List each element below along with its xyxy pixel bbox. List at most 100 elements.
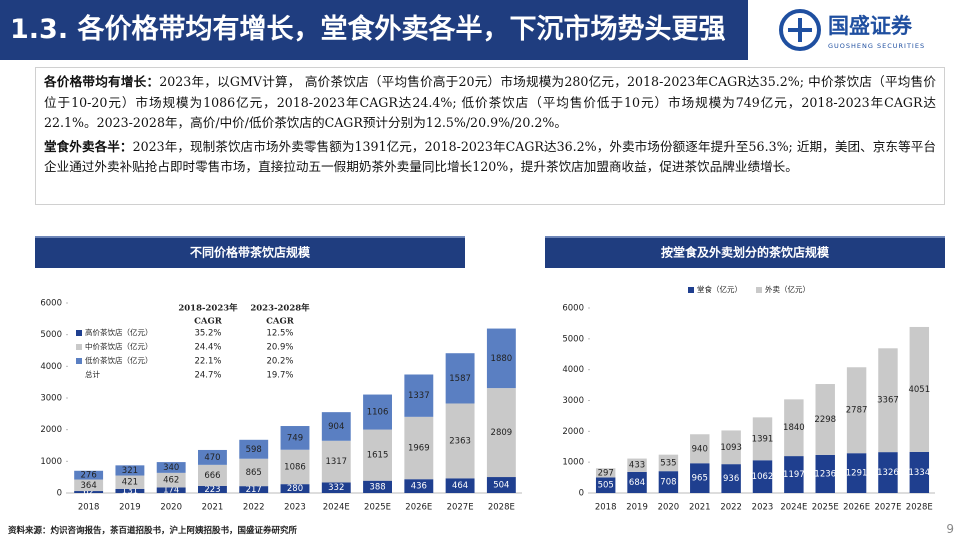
y-tick-label: 4000 [40, 362, 62, 372]
data-label: 1086 [284, 462, 306, 472]
data-label: 217 [246, 485, 262, 495]
y-tick-label: 3000 [40, 394, 62, 404]
x-tick-label: 2023 [752, 503, 774, 513]
bar-segment [690, 434, 710, 464]
bar-segment [815, 454, 835, 493]
y-tick-label: 1000 [40, 457, 62, 467]
data-label: 1197 [783, 470, 805, 480]
data-label: 749 [287, 433, 303, 443]
data-label: 297 [598, 468, 614, 478]
data-label: 433 [629, 461, 645, 471]
bar-segment [404, 416, 434, 480]
header-title: 1.3. 各价格带均有增长，堂食外卖各半，下沉市场势头更强 [0, 0, 748, 60]
data-label: 223 [204, 485, 220, 495]
bar-segment [846, 367, 867, 454]
bar-segment [280, 484, 310, 493]
data-label: 535 [660, 458, 676, 468]
table-row-label: 总计 [85, 369, 100, 379]
paragraph-text: 2023年，现制茶饮店市场外卖零售额为1391亿元，2018-2023年CAGR… [44, 138, 936, 175]
table-header: 2023-2028年 [250, 303, 310, 314]
x-tick-label: 2026E [405, 503, 432, 513]
legend-label: 低价茶饮店（亿元） [85, 355, 153, 365]
bar-segment [878, 348, 898, 453]
data-label: 131 [122, 486, 138, 496]
x-tick-label: 2023 [284, 503, 306, 513]
page-number: 9 [946, 522, 954, 536]
y-tick-label: 3000 [562, 396, 584, 406]
table-header: CAGR [194, 317, 223, 327]
bar-segment [878, 452, 898, 493]
table-header: CAGR [266, 317, 295, 327]
bar-segment [752, 460, 773, 493]
data-label: 4051 [908, 385, 930, 395]
x-tick-label: 2019 [119, 503, 141, 513]
data-label: 1880 [491, 354, 513, 364]
paragraph-lead: 堂食外卖各半： [44, 138, 133, 154]
data-label: 1391 [752, 434, 774, 444]
bar-segment [239, 439, 269, 459]
bar-segment [198, 464, 227, 486]
chart-title-bar [35, 238, 465, 268]
logo-icon [788, 18, 812, 42]
data-label: 1317 [325, 457, 347, 467]
y-tick-label: 6000 [40, 299, 62, 309]
data-label: 421 [122, 478, 138, 488]
bar-segment [784, 456, 804, 493]
bar-segment [156, 487, 186, 493]
y-tick-label: 4000 [562, 365, 584, 375]
bar-segment [280, 449, 310, 485]
data-label: 2363 [449, 436, 471, 446]
data-label: 462 [163, 476, 179, 486]
x-tick-label: 2019 [626, 503, 648, 513]
bar-segment [445, 353, 475, 404]
data-label: 388 [369, 482, 385, 492]
bar-segment [363, 429, 392, 481]
y-tick-label: 0 [579, 489, 584, 499]
bar-segment [658, 471, 679, 493]
data-label: 364 [81, 481, 97, 491]
data-label: 1337 [408, 391, 430, 401]
logo-subtext: GUOSHENG SECURITIES [828, 42, 925, 50]
bar-segment [156, 472, 186, 488]
bar-segment [690, 463, 710, 493]
legend-swatch [76, 358, 82, 364]
data-label: 464 [452, 481, 468, 491]
source: 资料来源：灼识咨询报告，茶百道招股书，沪上阿姨招股书，国盛证券研究所 [8, 526, 298, 536]
bar-segment [846, 453, 867, 493]
bar-segment [445, 478, 475, 493]
bar-segment [363, 394, 392, 430]
data-label: 936 [723, 474, 739, 484]
table-cell: 24.4% [194, 343, 221, 353]
data-label: 865 [246, 468, 262, 478]
x-tick-label: 2020 [658, 503, 680, 513]
bar-segment [74, 491, 104, 493]
data-label: 965 [692, 474, 708, 484]
y-tick-label: 2000 [40, 425, 62, 435]
x-tick-label: 2021 [689, 503, 711, 513]
data-label: 684 [629, 478, 645, 488]
bar-segment [115, 488, 145, 493]
bar-segment [321, 412, 351, 441]
bar-segment [321, 482, 351, 493]
bar-segment [721, 430, 741, 465]
x-tick-label: 2022 [243, 503, 265, 513]
bar-segment [627, 458, 647, 472]
data-label: 598 [246, 445, 262, 455]
data-label: 708 [660, 478, 676, 488]
chart-title-bar-top [35, 236, 465, 238]
bar-segment [404, 479, 434, 493]
table-cell: 19.7% [266, 371, 293, 381]
bar-segment [445, 403, 475, 479]
x-tick-label: 2025E [812, 503, 839, 513]
data-label: 1106 [367, 408, 389, 418]
y-tick-label: 5000 [562, 334, 584, 344]
x-tick-label: 2027E [447, 503, 474, 513]
bar-segment [74, 479, 104, 492]
chart-title-bar-top [545, 236, 945, 238]
legend-swatch [756, 287, 762, 293]
data-label: 1587 [449, 374, 471, 384]
legend-swatch [76, 344, 82, 350]
x-tick-label: 2024E [780, 503, 807, 513]
x-tick-label: 2026E [843, 503, 870, 513]
data-label: 1840 [783, 423, 805, 433]
